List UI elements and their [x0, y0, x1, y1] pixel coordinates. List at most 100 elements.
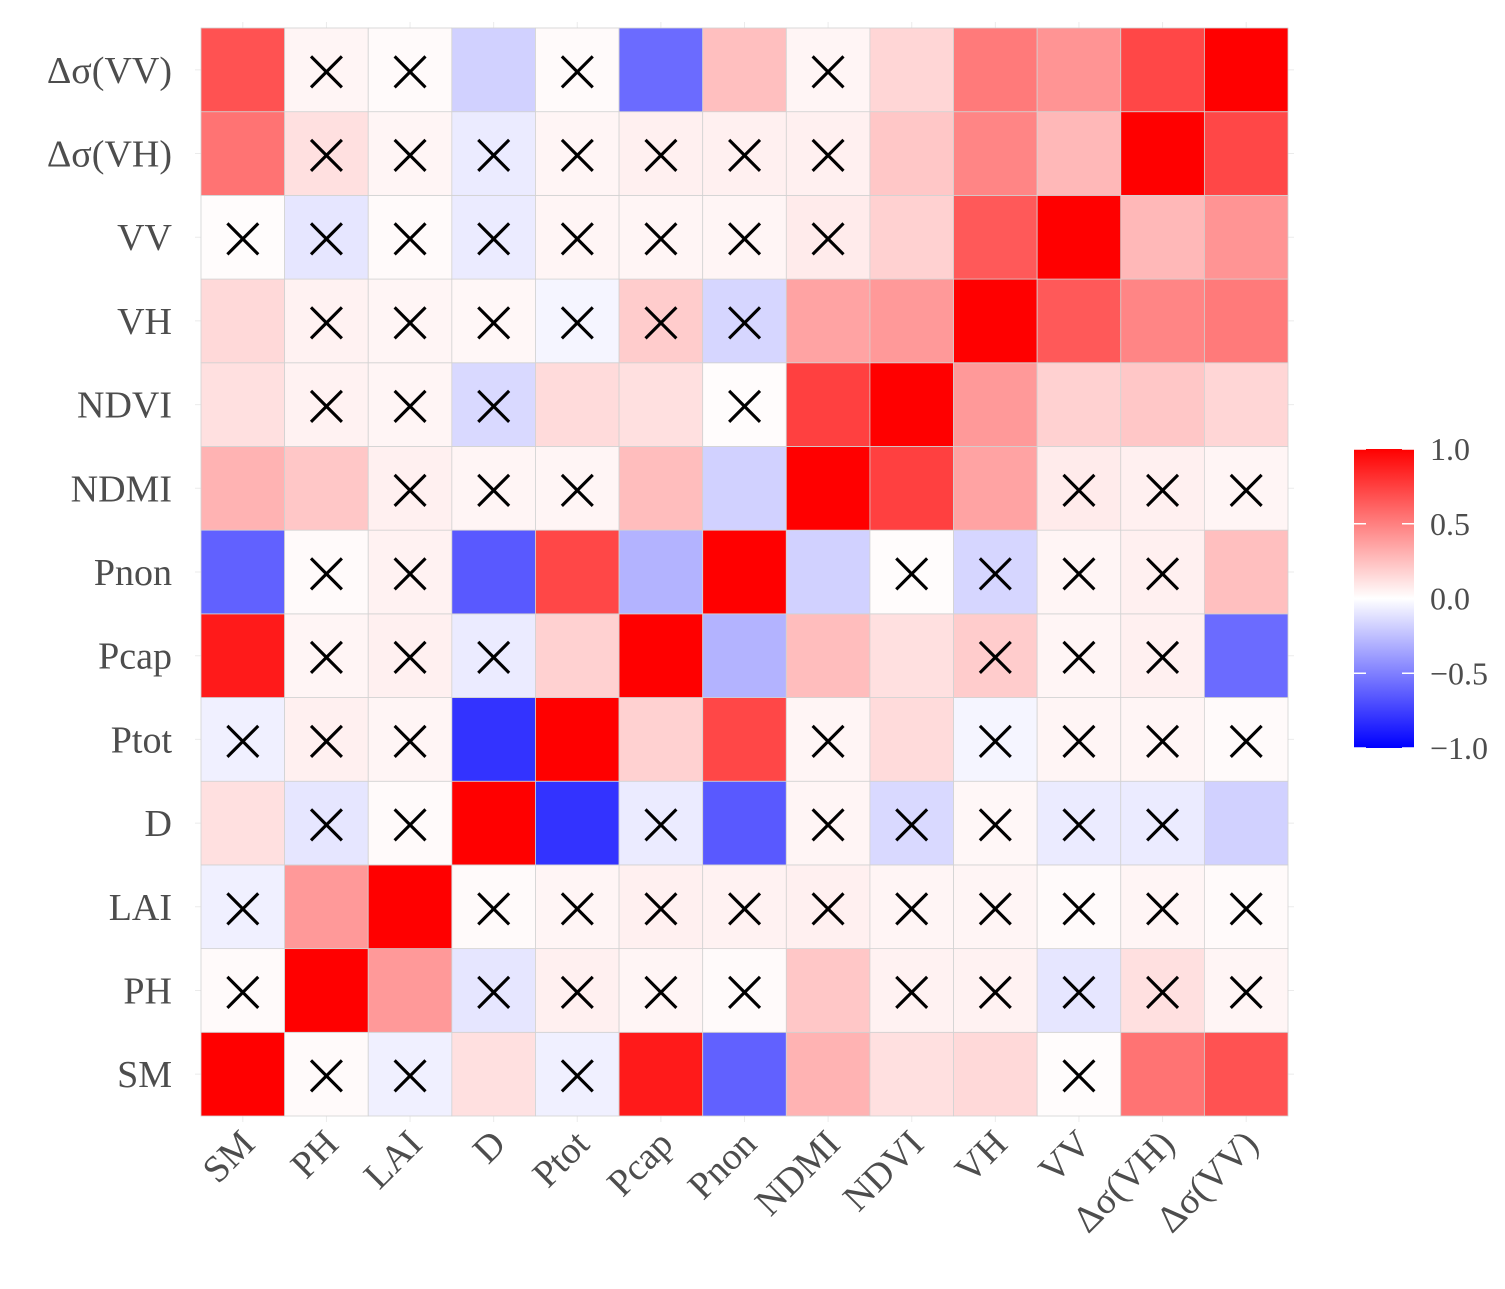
insignificant-marker: × [383, 201, 437, 275]
insignificant-marker: × [467, 871, 521, 945]
heatmap-cell-vh-pcap [618, 278, 704, 364]
heatmap-cell-ptot-ph [284, 697, 369, 782]
insignificant-marker: × [969, 536, 1023, 610]
insignificant-marker: × [1052, 703, 1106, 777]
heatmap-cell-vh-sm [200, 111, 286, 196]
insignificant-marker: × [216, 871, 270, 945]
heatmap-cell-ptot-sm [200, 697, 286, 782]
insignificant-marker: × [1219, 703, 1273, 777]
insignificant-marker: × [718, 118, 772, 192]
y-tick-label-lai: LAI [109, 887, 172, 929]
insignificant-marker: × [969, 871, 1023, 945]
heatmap-cell-pnon-ph [284, 529, 369, 615]
insignificant-marker: × [1136, 871, 1190, 945]
heatmap-cell-ndvi-ndvi [869, 362, 954, 447]
heatmap-cell-ph-vv [1036, 948, 1122, 1033]
heatmap-cell-vv-vv [1203, 27, 1289, 113]
heatmap-cell-vh-d [451, 111, 536, 196]
heatmap-cell-d-ndmi [785, 780, 871, 866]
insignificant-marker: × [300, 703, 354, 777]
heatmap-cell-ptot-ptot [535, 697, 620, 782]
heatmap-cell-pcap-ndmi [785, 613, 871, 698]
heatmap-cell-vv-vv [1036, 27, 1122, 113]
heatmap-cell-pnon-vh [1120, 529, 1205, 615]
insignificant-marker: × [1136, 620, 1190, 694]
insignificant-marker: × [550, 34, 604, 108]
insignificant-marker: × [467, 954, 521, 1028]
heatmap-cell-pcap-d [451, 613, 536, 698]
heatmap-cell-ndvi-d [451, 362, 536, 447]
heatmap-cell-ptot-vh [1120, 697, 1205, 782]
insignificant-marker: × [1136, 452, 1190, 526]
insignificant-marker: × [1052, 536, 1106, 610]
heatmap-cell-ndvi-ph [284, 362, 369, 447]
x-tick-label-ptot: Ptot [525, 1122, 598, 1195]
heatmap-cell-ph-vh [953, 948, 1038, 1033]
heatmap-cell-vh-lai [367, 111, 453, 196]
insignificant-marker: × [467, 369, 521, 443]
heatmap-cell-ph-vh [1120, 948, 1205, 1033]
heatmap-cell-pcap-ptot [535, 613, 620, 698]
heatmap-cell-sm-vv [1036, 1031, 1122, 1117]
heatmap-cell-vv-vh [953, 194, 1038, 280]
insignificant-marker: × [801, 34, 855, 108]
heatmap-cell-ndmi-vh [953, 446, 1038, 531]
insignificant-marker: × [550, 201, 604, 275]
insignificant-marker: × [1219, 954, 1273, 1028]
insignificant-marker: × [300, 118, 354, 192]
x-tick-label-pcap: Pcap [599, 1123, 681, 1205]
heatmap-cell-vh-vv [1036, 278, 1122, 364]
insignificant-marker: × [383, 1038, 437, 1112]
insignificant-marker: × [467, 201, 521, 275]
insignificant-marker: × [969, 620, 1023, 694]
insignificant-marker: × [300, 536, 354, 610]
heatmap-cell-pcap-vh [1120, 613, 1205, 698]
heatmap-cell-vv-sm [200, 194, 286, 280]
insignificant-marker: × [550, 118, 604, 192]
heatmap-cell-vv-lai [367, 27, 453, 113]
y-tick-label-pnon: Pnon [94, 552, 172, 594]
heatmap-cell-vh-d [451, 278, 536, 364]
insignificant-marker: × [634, 118, 688, 192]
insignificant-marker: × [550, 1038, 604, 1112]
insignificant-marker: × [467, 285, 521, 359]
heatmap-cell-sm-ndmi [785, 1031, 871, 1117]
heatmap-cell-pcap-ndvi [869, 613, 954, 698]
y-axis-tick-labels: SM PH LAI D Ptot Pcap Pnon NDMI NDVI VH VV Δσ(VH) Δσ… [47, 50, 173, 1096]
heatmap-cell-ndvi-lai [367, 362, 453, 447]
insignificant-marker: × [801, 118, 855, 192]
insignificant-marker: × [801, 871, 855, 945]
y-tick-label-vh: Δσ(VH) [47, 134, 172, 176]
insignificant-marker: × [885, 787, 939, 861]
heatmap-cell-ndmi-vv [1203, 446, 1289, 531]
heatmap-cell-ndvi-vv [1203, 362, 1289, 447]
insignificant-marker: × [467, 118, 521, 192]
heatmap-cell-d-sm [200, 780, 286, 866]
heatmap-cell-d-pcap [618, 780, 704, 866]
heatmap-cells: × × × × × × × × × × × × × × × × × × × × × × × × × × × × × × × × × × × × × × × ×… [200, 27, 1289, 1117]
heatmap-cell-ndmi-sm [200, 446, 286, 531]
heatmap-cell-vh-vv [1036, 111, 1122, 196]
heatmap-cell-pcap-vv [1203, 613, 1289, 698]
heatmap-cell-vh-ptot [535, 278, 620, 364]
y-tick-label-vv: Δσ(VV) [47, 50, 172, 92]
heatmap-cell-vv-ph [284, 27, 369, 113]
heatmap-cell-pnon-pnon [702, 529, 787, 615]
heatmap-cell-lai-lai [367, 864, 453, 950]
insignificant-marker: × [718, 954, 772, 1028]
heatmap-cell-vv-d [451, 194, 536, 280]
heatmap-cell-vv-ptot [535, 27, 620, 113]
x-tick-label-vh: VH [947, 1123, 1016, 1192]
heatmap-cell-ndvi-ptot [535, 362, 620, 447]
legend-tick-label: 0.5 [1430, 506, 1470, 542]
heatmap-cell-vh-ndmi [785, 278, 871, 364]
insignificant-marker: × [718, 285, 772, 359]
x-tick-label-vv: VV [1031, 1122, 1100, 1191]
insignificant-marker: × [801, 201, 855, 275]
heatmap-cell-sm-vh [1120, 1031, 1205, 1117]
heatmap-cell-sm-ph [284, 1031, 369, 1117]
heatmap-cell-ndmi-pnon [702, 446, 787, 531]
heatmap-cell-ptot-d [451, 697, 536, 782]
